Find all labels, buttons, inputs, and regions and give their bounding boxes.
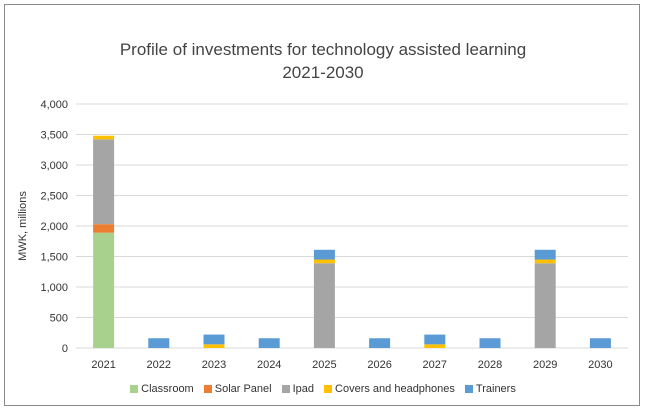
bar-ipad-2021 bbox=[93, 139, 115, 225]
x-tick-label: 2021 bbox=[91, 359, 115, 371]
x-tick-label: 2023 bbox=[202, 359, 226, 371]
legend-item: Solar Panel bbox=[203, 383, 272, 396]
x-tick-label: 2030 bbox=[588, 359, 612, 371]
x-tick-label: 2022 bbox=[147, 359, 171, 371]
bar-trainers-2023 bbox=[203, 334, 225, 345]
y-tick-label: 3,000 bbox=[40, 160, 68, 172]
chart-title: Profile of investments for technology as… bbox=[119, 40, 527, 59]
bar-covers-and-headphones-2029 bbox=[534, 259, 556, 264]
legend-swatch bbox=[281, 385, 290, 394]
legend-label: Classroom bbox=[141, 383, 194, 396]
legend-swatch bbox=[324, 385, 333, 394]
legend-label: Ipad bbox=[292, 383, 315, 396]
y-tick-label: 4,000 bbox=[40, 99, 68, 111]
bar-covers-and-headphones-2025 bbox=[313, 259, 335, 264]
bar-covers-and-headphones-2027 bbox=[424, 344, 446, 348]
legend-swatch bbox=[203, 385, 212, 394]
bar-covers-and-headphones-2021 bbox=[93, 135, 115, 140]
x-tick-label: 2029 bbox=[533, 359, 557, 371]
y-tick-label: 2,000 bbox=[40, 221, 68, 233]
bar-ipad-2025 bbox=[313, 263, 335, 348]
y-axis-ticks: 0 500 1,000 1,500 2,000 2,500 3,000 3,500 4,000 bbox=[40, 99, 68, 355]
bar-trainers-2029 bbox=[534, 249, 556, 260]
x-tick-label: 2026 bbox=[367, 359, 391, 371]
y-tick-label: 1,500 bbox=[40, 252, 68, 264]
bar-solar-panel-2021 bbox=[93, 224, 115, 233]
bar-trainers-2022 bbox=[148, 338, 170, 348]
y-tick-label: 2,500 bbox=[40, 191, 68, 203]
legend-label: Covers and headphones bbox=[335, 383, 455, 396]
legend: Classroom Solar Panel Ipad Covers and headp… bbox=[0, 383, 646, 395]
legend-item: Ipad bbox=[281, 383, 315, 396]
x-tick-label: 2028 bbox=[478, 359, 502, 371]
bars bbox=[93, 135, 611, 348]
bar-trainers-2030 bbox=[589, 338, 611, 348]
bar-ipad-2029 bbox=[534, 263, 556, 348]
y-tick-label: 500 bbox=[50, 313, 68, 325]
legend-swatch bbox=[464, 385, 473, 394]
bar-trainers-2027 bbox=[424, 334, 446, 345]
legend-item: Covers and headphones bbox=[324, 383, 455, 395]
x-tick-label: 2024 bbox=[257, 359, 281, 371]
legend-item: Trainers bbox=[464, 383, 516, 396]
y-axis-label: MWK, millions bbox=[17, 191, 29, 261]
y-tick-label: 1,000 bbox=[40, 282, 68, 294]
legend-label: Solar Panel bbox=[214, 383, 272, 396]
y-tick-label: 3,500 bbox=[40, 130, 68, 142]
x-tick-label: 2025 bbox=[312, 359, 336, 371]
y-tick-label: 0 bbox=[62, 343, 68, 355]
bar-trainers-2028 bbox=[479, 338, 501, 348]
bar-trainers-2025 bbox=[313, 249, 335, 260]
bar-classroom-2021 bbox=[93, 232, 115, 348]
legend-swatch bbox=[130, 385, 139, 394]
legend-label: Trainers bbox=[475, 383, 516, 396]
bar-trainers-2026 bbox=[369, 338, 391, 348]
legend-item: Classroom bbox=[130, 383, 194, 395]
gridlines bbox=[76, 103, 628, 349]
x-tick-label: 2027 bbox=[423, 359, 447, 371]
bar-trainers-2024 bbox=[258, 338, 280, 348]
chart-subtitle: 2021-2030 bbox=[282, 63, 364, 82]
bar-covers-and-headphones-2023 bbox=[203, 344, 225, 348]
x-axis-ticks: 2021 2022 2023 2024 2025 2026 2027 2028 2029 2030 bbox=[91, 359, 612, 371]
